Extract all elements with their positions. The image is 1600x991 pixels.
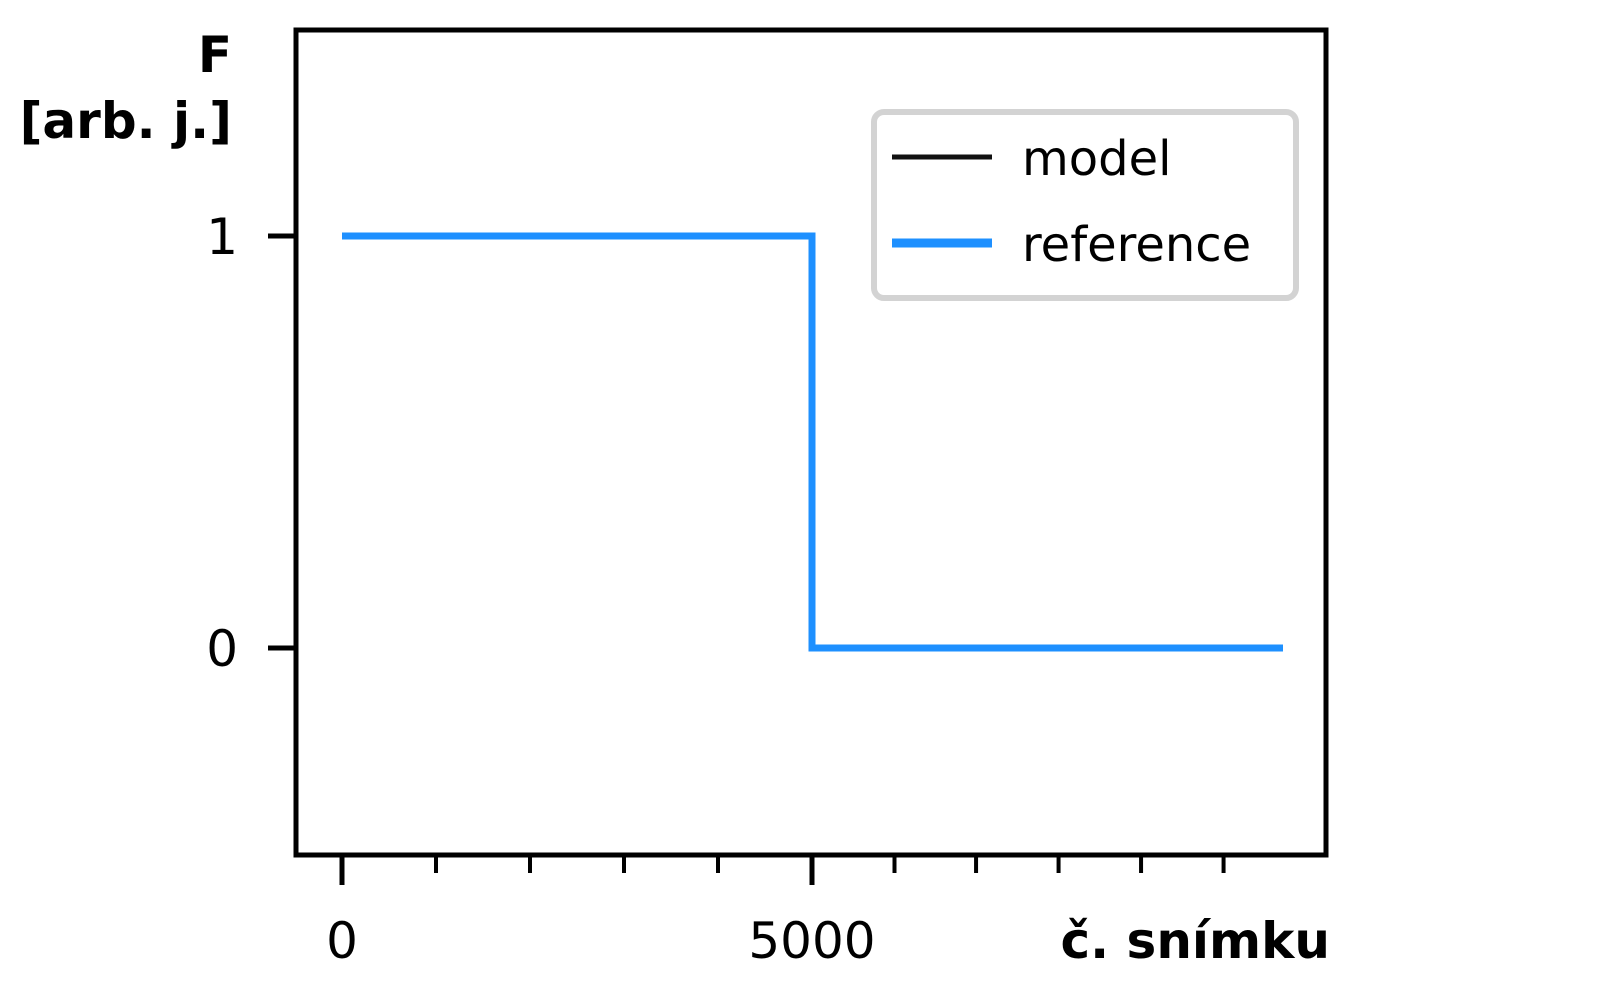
x-tick-label: 5000 bbox=[748, 912, 875, 970]
y-tick-label: 1 bbox=[206, 208, 238, 266]
x-axis-ticks: 0 5000 bbox=[326, 855, 1226, 970]
y-axis-title-line1: F bbox=[198, 26, 232, 84]
y-tick-label: 0 bbox=[206, 620, 238, 678]
y-axis-ticks: 01 bbox=[206, 208, 296, 678]
legend: model reference bbox=[871, 109, 1299, 301]
x-axis-title: č. snímku bbox=[1061, 912, 1330, 970]
series-line-reference bbox=[342, 232, 1283, 652]
series-layer bbox=[342, 232, 1283, 652]
legend-label-reference: reference bbox=[1022, 217, 1251, 273]
x-tick-label: 0 bbox=[326, 912, 358, 970]
legend-label-model: model bbox=[1022, 131, 1171, 187]
y-axis-title-line2: [arb. j.] bbox=[20, 92, 232, 150]
